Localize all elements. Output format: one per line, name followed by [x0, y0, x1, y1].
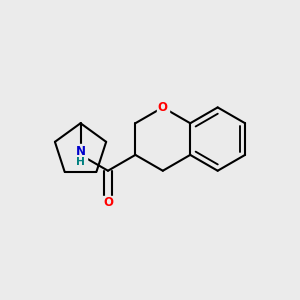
Bar [157, 101, 169, 113]
Bar [102, 196, 114, 208]
Text: O: O [158, 101, 168, 114]
Text: O: O [103, 196, 113, 209]
Text: N: N [76, 145, 85, 158]
Text: H: H [76, 157, 85, 167]
Bar [74, 144, 87, 165]
